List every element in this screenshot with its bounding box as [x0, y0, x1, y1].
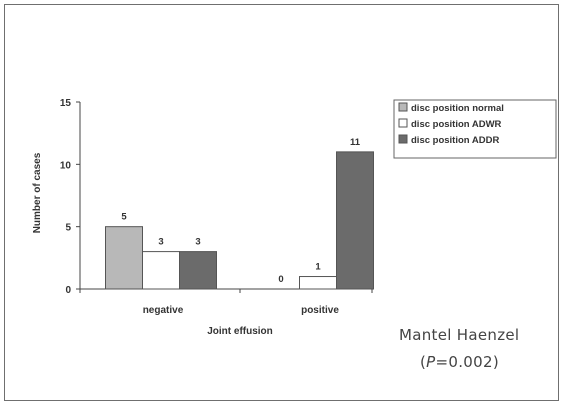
legend-label: disc position normal	[411, 103, 504, 114]
x-tick-label: negative	[143, 305, 184, 316]
y-tick-label: 5	[65, 223, 71, 234]
statistic-method: Mantel Haenzel	[399, 326, 519, 344]
legend-swatch	[399, 135, 407, 143]
data-label: 5	[121, 212, 127, 223]
bar	[180, 252, 217, 289]
y-axis-title: Number of cases	[32, 152, 43, 233]
statistic-pvalue: (P=0.002)	[399, 353, 519, 371]
bar	[106, 227, 143, 289]
data-label: 11	[350, 137, 361, 148]
x-axis-title: Joint effusion	[207, 326, 273, 337]
bar	[143, 252, 180, 289]
data-label: 0	[278, 274, 283, 285]
bar	[337, 152, 374, 289]
y-tick-label: 15	[60, 98, 72, 109]
statistic-annotation: Mantel Haenzel (P=0.002)	[399, 326, 519, 371]
legend-swatch	[399, 103, 407, 111]
y-tick-label: 10	[60, 160, 72, 171]
y-tick-label: 0	[65, 285, 71, 296]
data-label: 3	[195, 237, 200, 248]
data-label: 3	[158, 237, 163, 248]
bar	[300, 277, 337, 289]
x-tick-label: positive	[301, 305, 339, 316]
legend-label: disc position ADDR	[411, 135, 499, 146]
legend-label: disc position ADWR	[411, 119, 502, 130]
data-label: 1	[315, 262, 321, 273]
legend-swatch	[399, 119, 407, 127]
